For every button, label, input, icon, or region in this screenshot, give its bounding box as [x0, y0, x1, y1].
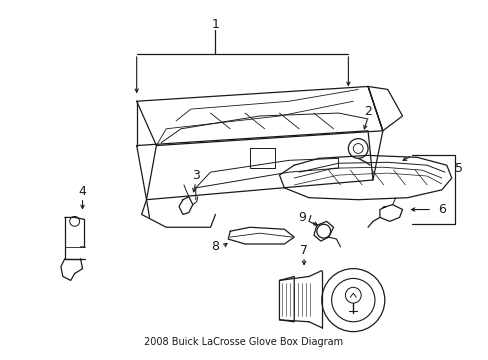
- Text: 6: 6: [437, 203, 445, 216]
- Text: 2: 2: [364, 105, 371, 118]
- Text: 5: 5: [454, 162, 462, 175]
- Text: 9: 9: [298, 211, 305, 224]
- Text: 3: 3: [191, 168, 199, 181]
- Text: 7: 7: [300, 244, 307, 257]
- Text: 8: 8: [211, 240, 219, 253]
- Text: 2008 Buick LaCrosse Glove Box Diagram: 2008 Buick LaCrosse Glove Box Diagram: [144, 337, 343, 347]
- Text: 4: 4: [79, 185, 86, 198]
- Text: 1: 1: [211, 18, 219, 31]
